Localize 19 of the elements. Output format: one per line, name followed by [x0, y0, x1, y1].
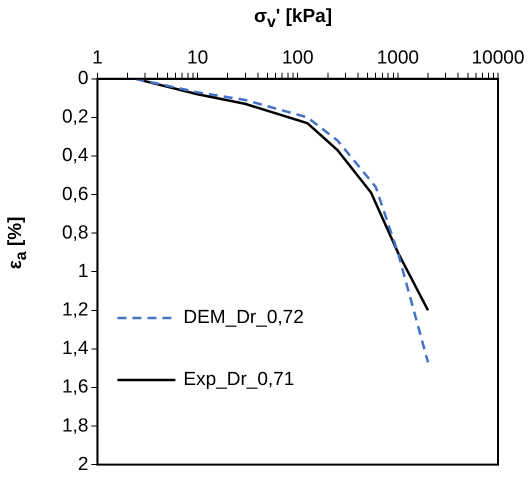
y-tick-label: 0: [78, 68, 88, 90]
x-axis-title: σ$_{v}$' [kPa]: [252, 6, 334, 32]
x-tick-label: 100: [282, 48, 314, 69]
y-tick-label: 0,4: [62, 145, 89, 166]
y-tick-label: 0,6: [62, 184, 88, 205]
x-tick-label: 10000: [472, 48, 524, 69]
x-tick-label: 1: [92, 48, 103, 69]
y-tick-label: 1,4: [62, 338, 89, 360]
y-tick-label: 1,2: [62, 300, 88, 321]
y-tick-label: 0,8: [62, 222, 88, 244]
y-tick-label: 0,2: [62, 106, 88, 128]
y-tick-label: 2: [78, 454, 88, 475]
y-tick-label: 1: [78, 260, 88, 282]
y-tick-label: 1,8: [62, 415, 88, 436]
legend-label: DEM_Dr_0,72: [183, 307, 304, 328]
y-tick-label: 1,6: [62, 376, 88, 398]
x-tick-label: 1000: [376, 48, 419, 69]
x-tick-label: 10: [186, 48, 208, 69]
legend-label: Exp_Dr_0,71: [183, 369, 294, 390]
